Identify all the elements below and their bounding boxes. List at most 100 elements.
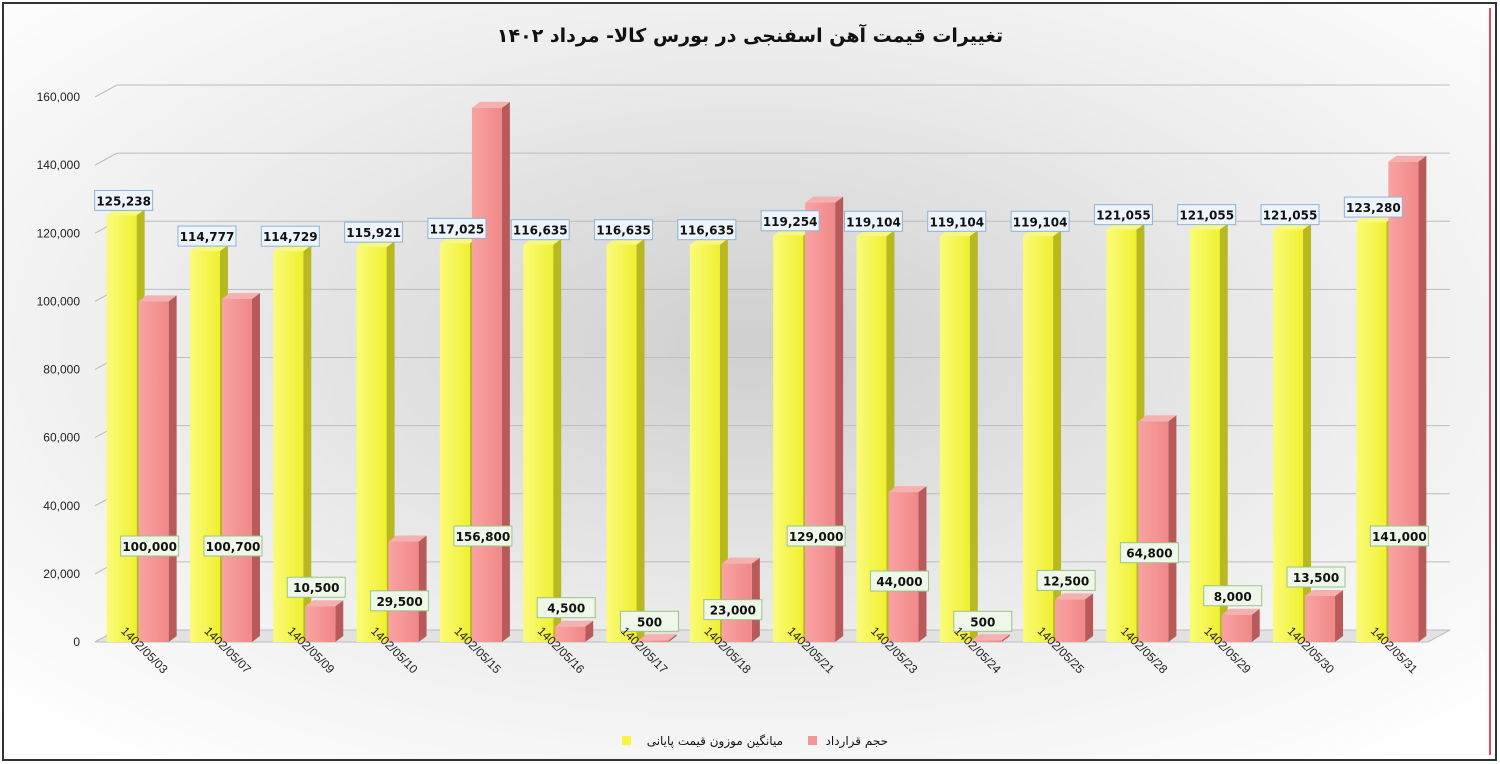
- data-label-red: 100,000: [120, 535, 180, 557]
- legend-label-red: حجم قرارداد: [826, 734, 888, 749]
- bar-red: [471, 101, 510, 642]
- y-axis-ticks: 0 20,000 40,000 60,000 80,000 100,000 120,000 1…: [37, 90, 81, 649]
- data-label-yellow-text: 121,055: [1179, 209, 1234, 223]
- bar-red: [1388, 155, 1427, 642]
- data-label-yellow: 116,635: [677, 219, 737, 241]
- legend: میانگین موزون قیمت پایانی حجم قرارداد: [622, 734, 888, 749]
- data-label-red-text: 129,000: [789, 530, 844, 544]
- data-label-yellow: 116,635: [510, 219, 570, 241]
- gridline-side: [94, 84, 118, 98]
- y-tick-label: 120,000: [37, 226, 81, 240]
- y-tick-label: 40,000: [43, 499, 80, 513]
- data-label-yellow: 117,025: [427, 217, 487, 239]
- legend-item-yellow: میانگین موزون قیمت پایانی: [622, 734, 783, 749]
- data-label-yellow-text: 117,025: [430, 222, 485, 236]
- y-tick-label: 60,000: [43, 431, 80, 445]
- data-labels-layer: 125,238 100,000 114,777 100,700 114,729 10,50…: [94, 189, 1429, 632]
- data-label-red-text: 100,700: [206, 540, 261, 554]
- bar-red: [638, 634, 677, 642]
- data-label-red-text: 141,000: [1372, 530, 1427, 544]
- bar-red: [971, 634, 1010, 642]
- data-label-red: 141,000: [1369, 525, 1429, 547]
- legend-label-yellow: میانگین موزون قیمت پایانی: [647, 734, 783, 749]
- data-label-yellow: 121,055: [1093, 204, 1153, 226]
- data-label-red-text: 100,000: [122, 540, 177, 554]
- data-label-yellow: 116,635: [594, 219, 654, 241]
- y-tick-label: 20,000: [43, 567, 80, 581]
- data-label-yellow-text: 114,729: [263, 230, 318, 244]
- data-label-yellow: 123,280: [1343, 196, 1403, 218]
- data-label-red-text: 12,500: [1043, 574, 1089, 588]
- data-label-yellow: 114,777: [177, 225, 237, 247]
- data-label-red: 129,000: [786, 525, 846, 547]
- data-label-yellow: 119,104: [927, 210, 987, 232]
- data-label-red: 500: [620, 610, 680, 632]
- data-label-red-text: 156,800: [456, 530, 511, 544]
- data-label-yellow-text: 119,104: [846, 215, 901, 229]
- data-label-red: 10,500: [286, 576, 346, 598]
- data-label-yellow-text: 116,635: [680, 224, 735, 238]
- data-label-red: 23,000: [703, 599, 763, 621]
- data-label-red: 29,500: [370, 590, 430, 612]
- data-label-yellow: 121,055: [1260, 204, 1320, 226]
- data-label-red: 156,800: [453, 525, 513, 547]
- data-label-red: 12,500: [1036, 569, 1096, 591]
- data-label-yellow-text: 119,254: [763, 215, 818, 229]
- data-label-red-text: 500: [637, 615, 662, 629]
- data-label-yellow-text: 116,635: [513, 224, 568, 238]
- bar-red: [388, 535, 427, 642]
- data-label-yellow: 115,921: [344, 221, 404, 243]
- legend-item-red: حجم قرارداد: [808, 734, 888, 749]
- bar-yellow: [606, 238, 645, 642]
- bar-red: [1221, 608, 1260, 642]
- data-label-red-text: 4,500: [547, 602, 585, 616]
- bar-red: [305, 600, 344, 642]
- data-label-red: 8,000: [1203, 585, 1263, 607]
- bar-red: [888, 486, 927, 642]
- data-label-yellow: 119,254: [760, 210, 820, 232]
- y-tick-label: 0: [73, 635, 80, 649]
- y-tick-label: 100,000: [37, 294, 81, 308]
- data-label-yellow-text: 121,055: [1096, 209, 1151, 223]
- data-label-red-text: 13,500: [1293, 571, 1339, 585]
- bar-red: [138, 295, 177, 642]
- data-label-red: 44,000: [869, 570, 929, 592]
- chart-title: تغییرات قیمت آهن اسفنجی در بورس کالا- مر…: [497, 23, 1003, 47]
- data-label-yellow: 125,238: [94, 189, 154, 211]
- data-label-yellow: 121,055: [1177, 204, 1237, 226]
- data-label-red: 64,800: [1119, 542, 1179, 564]
- bar-yellow: [689, 238, 728, 642]
- data-label-red: 500: [953, 610, 1013, 632]
- y-tick-label: 160,000: [37, 90, 81, 104]
- data-label-red: 4,500: [536, 597, 596, 619]
- bar-red: [1138, 415, 1177, 642]
- bar-red: [555, 620, 594, 642]
- bar-red: [1305, 590, 1344, 642]
- data-label-red: 100,700: [203, 535, 263, 557]
- data-label-red-text: 8,000: [1214, 590, 1252, 604]
- gridline-side: [94, 152, 118, 166]
- data-label-yellow-text: 115,921: [346, 226, 401, 240]
- data-label-red-text: 64,800: [1126, 547, 1172, 561]
- data-label-yellow: 119,104: [843, 210, 903, 232]
- data-label-yellow-text: 119,104: [1013, 215, 1068, 229]
- data-label-yellow-text: 114,777: [180, 230, 235, 244]
- bar-yellow: [939, 230, 978, 642]
- bar-yellow: [523, 238, 562, 642]
- bar-red: [805, 196, 844, 642]
- data-label-yellow-text: 119,104: [929, 215, 984, 229]
- bar-red: [1055, 593, 1094, 642]
- data-label-red-text: 23,000: [710, 604, 756, 618]
- y-tick-label: 80,000: [43, 363, 80, 377]
- data-label-yellow-text: 123,280: [1346, 201, 1401, 215]
- data-label-red-text: 10,500: [293, 581, 339, 595]
- data-label-red-text: 29,500: [376, 595, 422, 609]
- data-label-yellow: 119,104: [1010, 210, 1070, 232]
- bar-yellow: [1189, 223, 1228, 642]
- data-label-red: 13,500: [1286, 566, 1346, 588]
- bar-red: [221, 292, 260, 642]
- data-label-yellow-text: 125,238: [96, 194, 151, 208]
- data-label-yellow-text: 121,055: [1263, 209, 1318, 223]
